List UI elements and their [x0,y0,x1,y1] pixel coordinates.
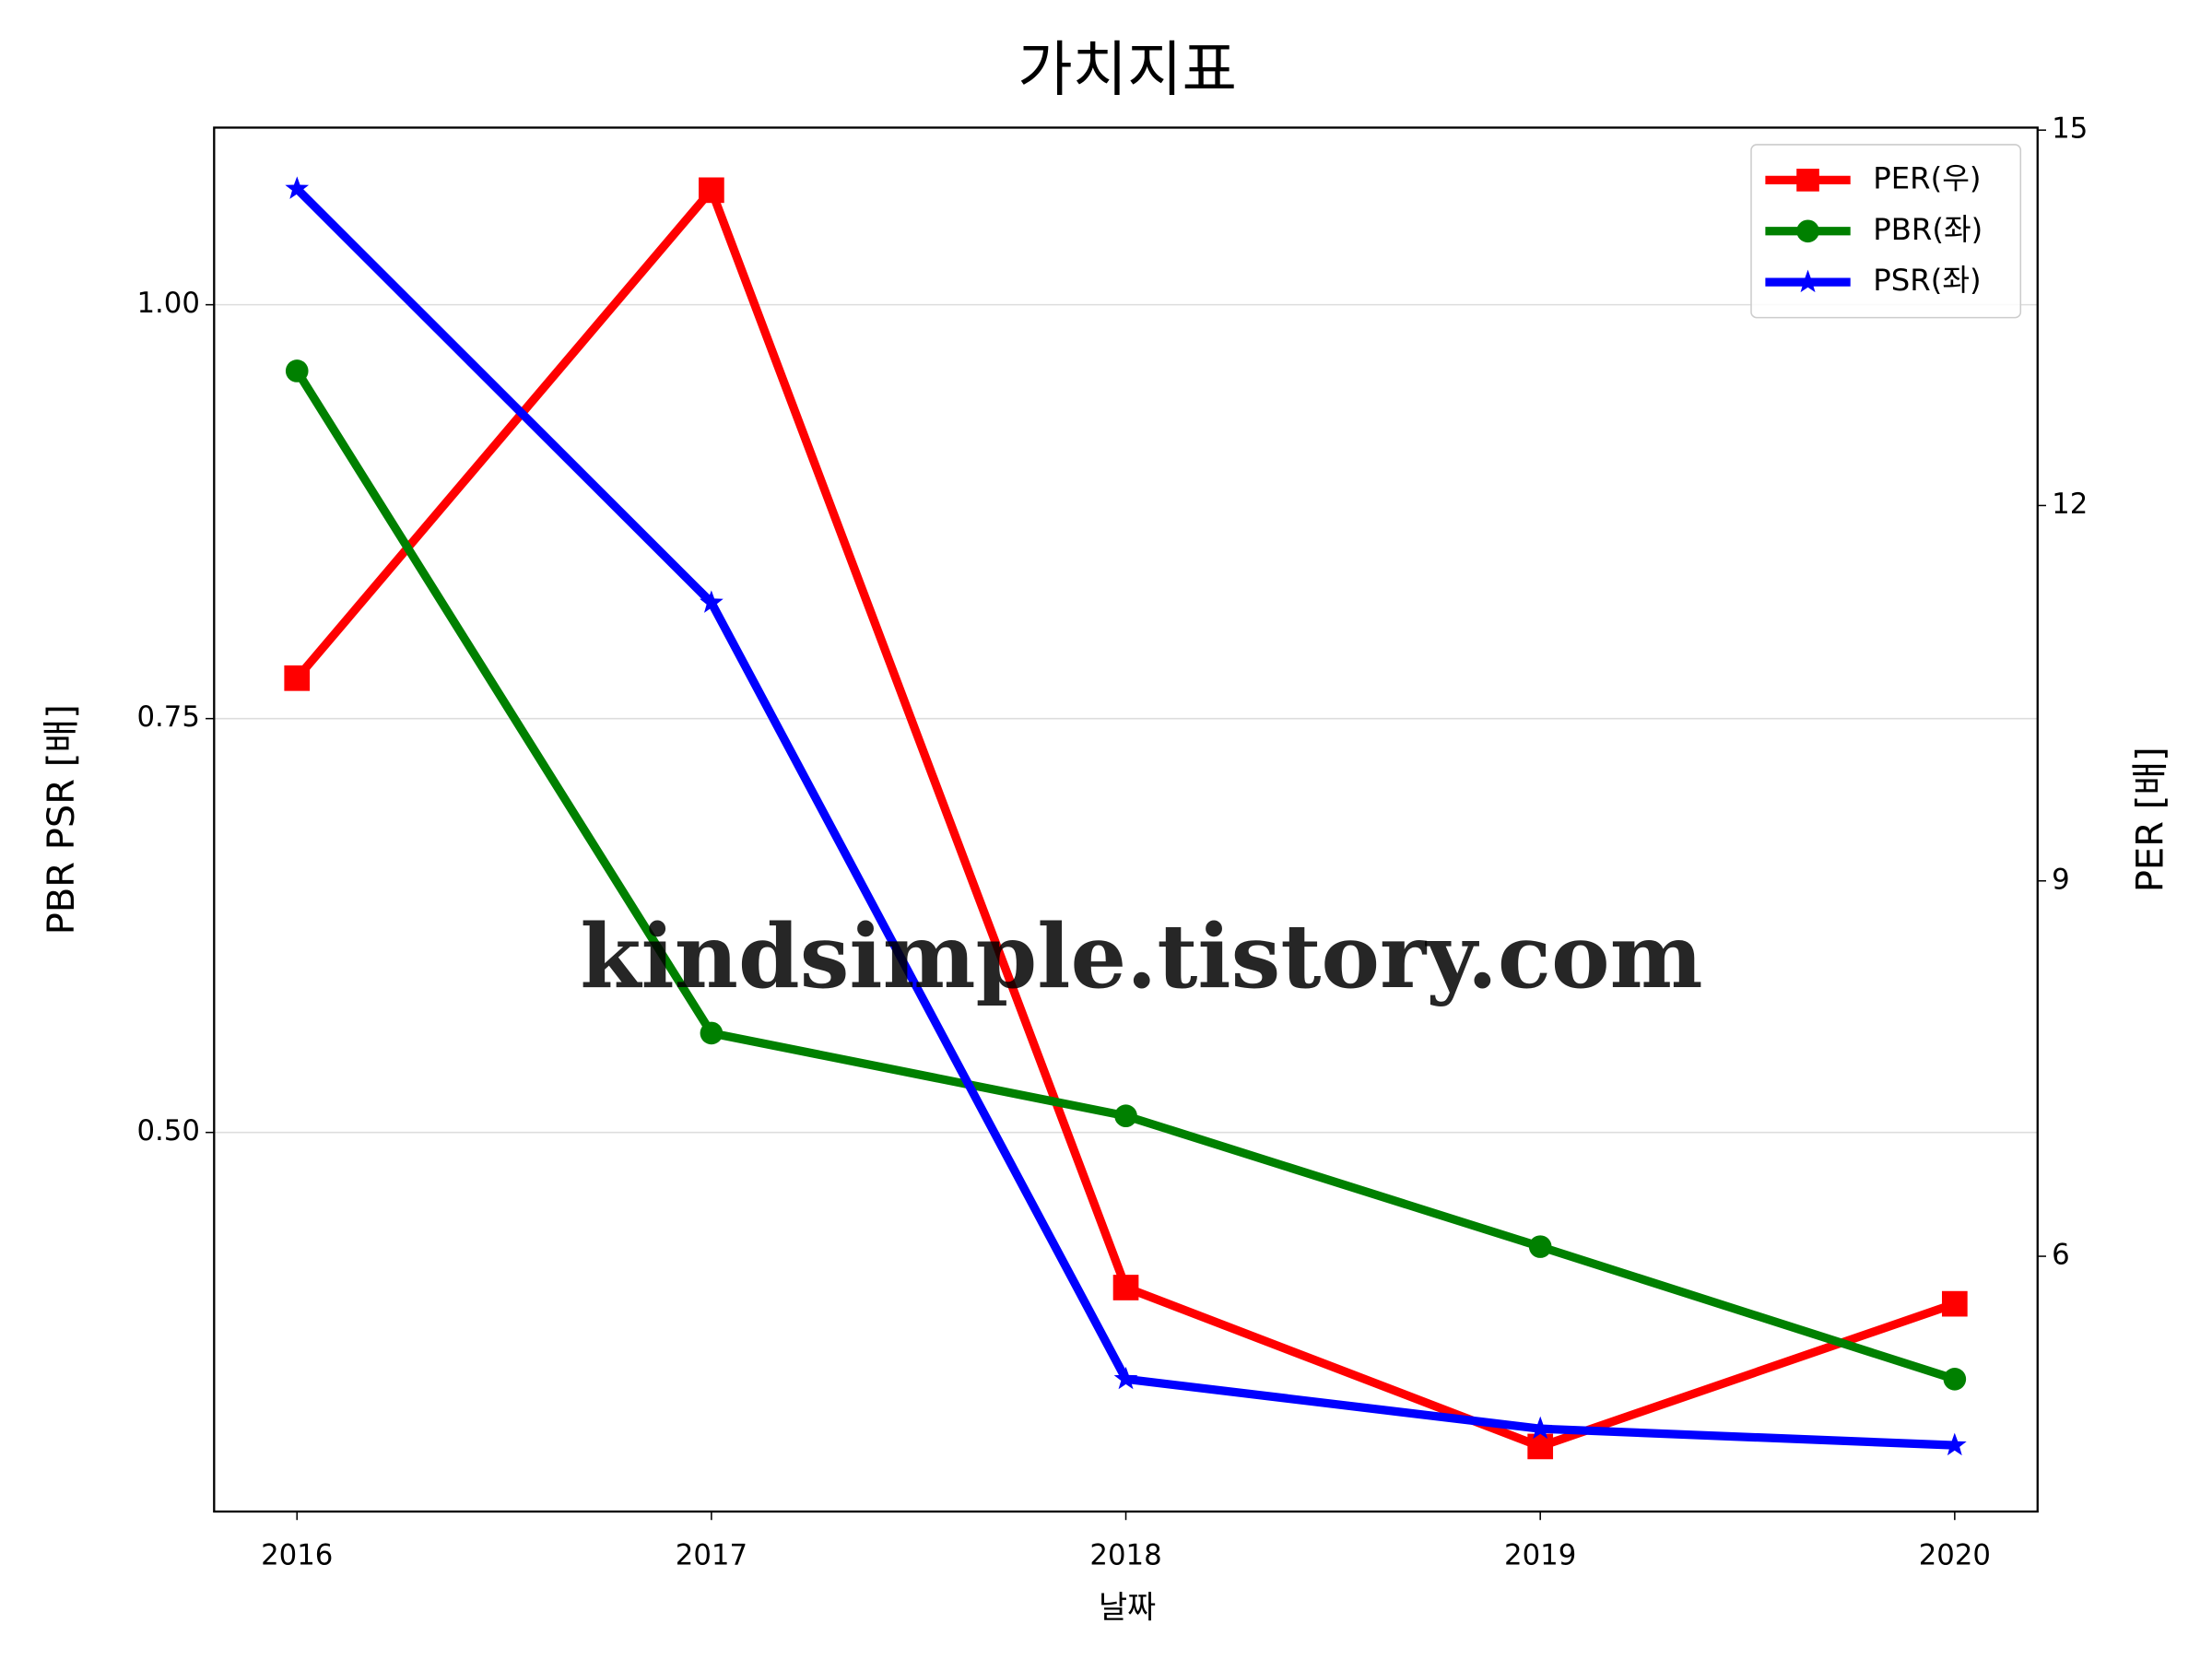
watermark: kindsimple.tistory.com [580,905,1702,1008]
y2-axis-label: PER [배] [2129,747,2171,892]
data-point [1114,1104,1137,1128]
legend-label: PSR(좌) [1873,263,1981,298]
y2-tick-label: 12 [2052,488,2088,521]
data-point [700,1021,724,1045]
data-point [1527,1433,1554,1460]
y2-tick-label: 15 [2052,112,2088,146]
y2-tick-label: 6 [2052,1239,2070,1272]
legend-label: PER(우) [1873,160,1981,195]
x-tick-label: 2019 [1504,1539,1576,1572]
x-tick-label: 2016 [261,1539,333,1572]
x-tick-label: 2018 [1089,1539,1161,1572]
legend-label: PBR(좌) [1873,212,1983,247]
legend-marker [1795,269,1820,293]
data-point [699,177,724,204]
data-point [1943,1432,1967,1456]
y-tick-label: 1.00 [136,287,199,320]
data-point [700,590,724,613]
x-tick-label: 2020 [1919,1539,1991,1572]
data-point [1941,1290,1968,1317]
legend-marker [1796,219,1819,243]
data-point [1528,1416,1552,1440]
plot-frame [213,126,2039,1513]
data-point [1113,1366,1138,1390]
y-tick-label: 0.75 [136,700,199,734]
x-tick-label: 2017 [676,1539,747,1572]
chart-title: 가치지표 [1018,36,1237,105]
data-point [1943,1368,1967,1391]
y2-tick-label: 9 [2052,863,2070,896]
x-axis-label: 날짜 [1099,1590,1156,1626]
data-point [1528,1235,1552,1258]
legend-marker [1796,169,1819,192]
data-point [284,665,311,691]
data-point [1112,1275,1139,1300]
y-axis-label: PBR PSR [배] [41,704,83,935]
y-tick-label: 0.50 [136,1114,199,1147]
data-point [285,359,309,382]
data-point [285,176,310,199]
